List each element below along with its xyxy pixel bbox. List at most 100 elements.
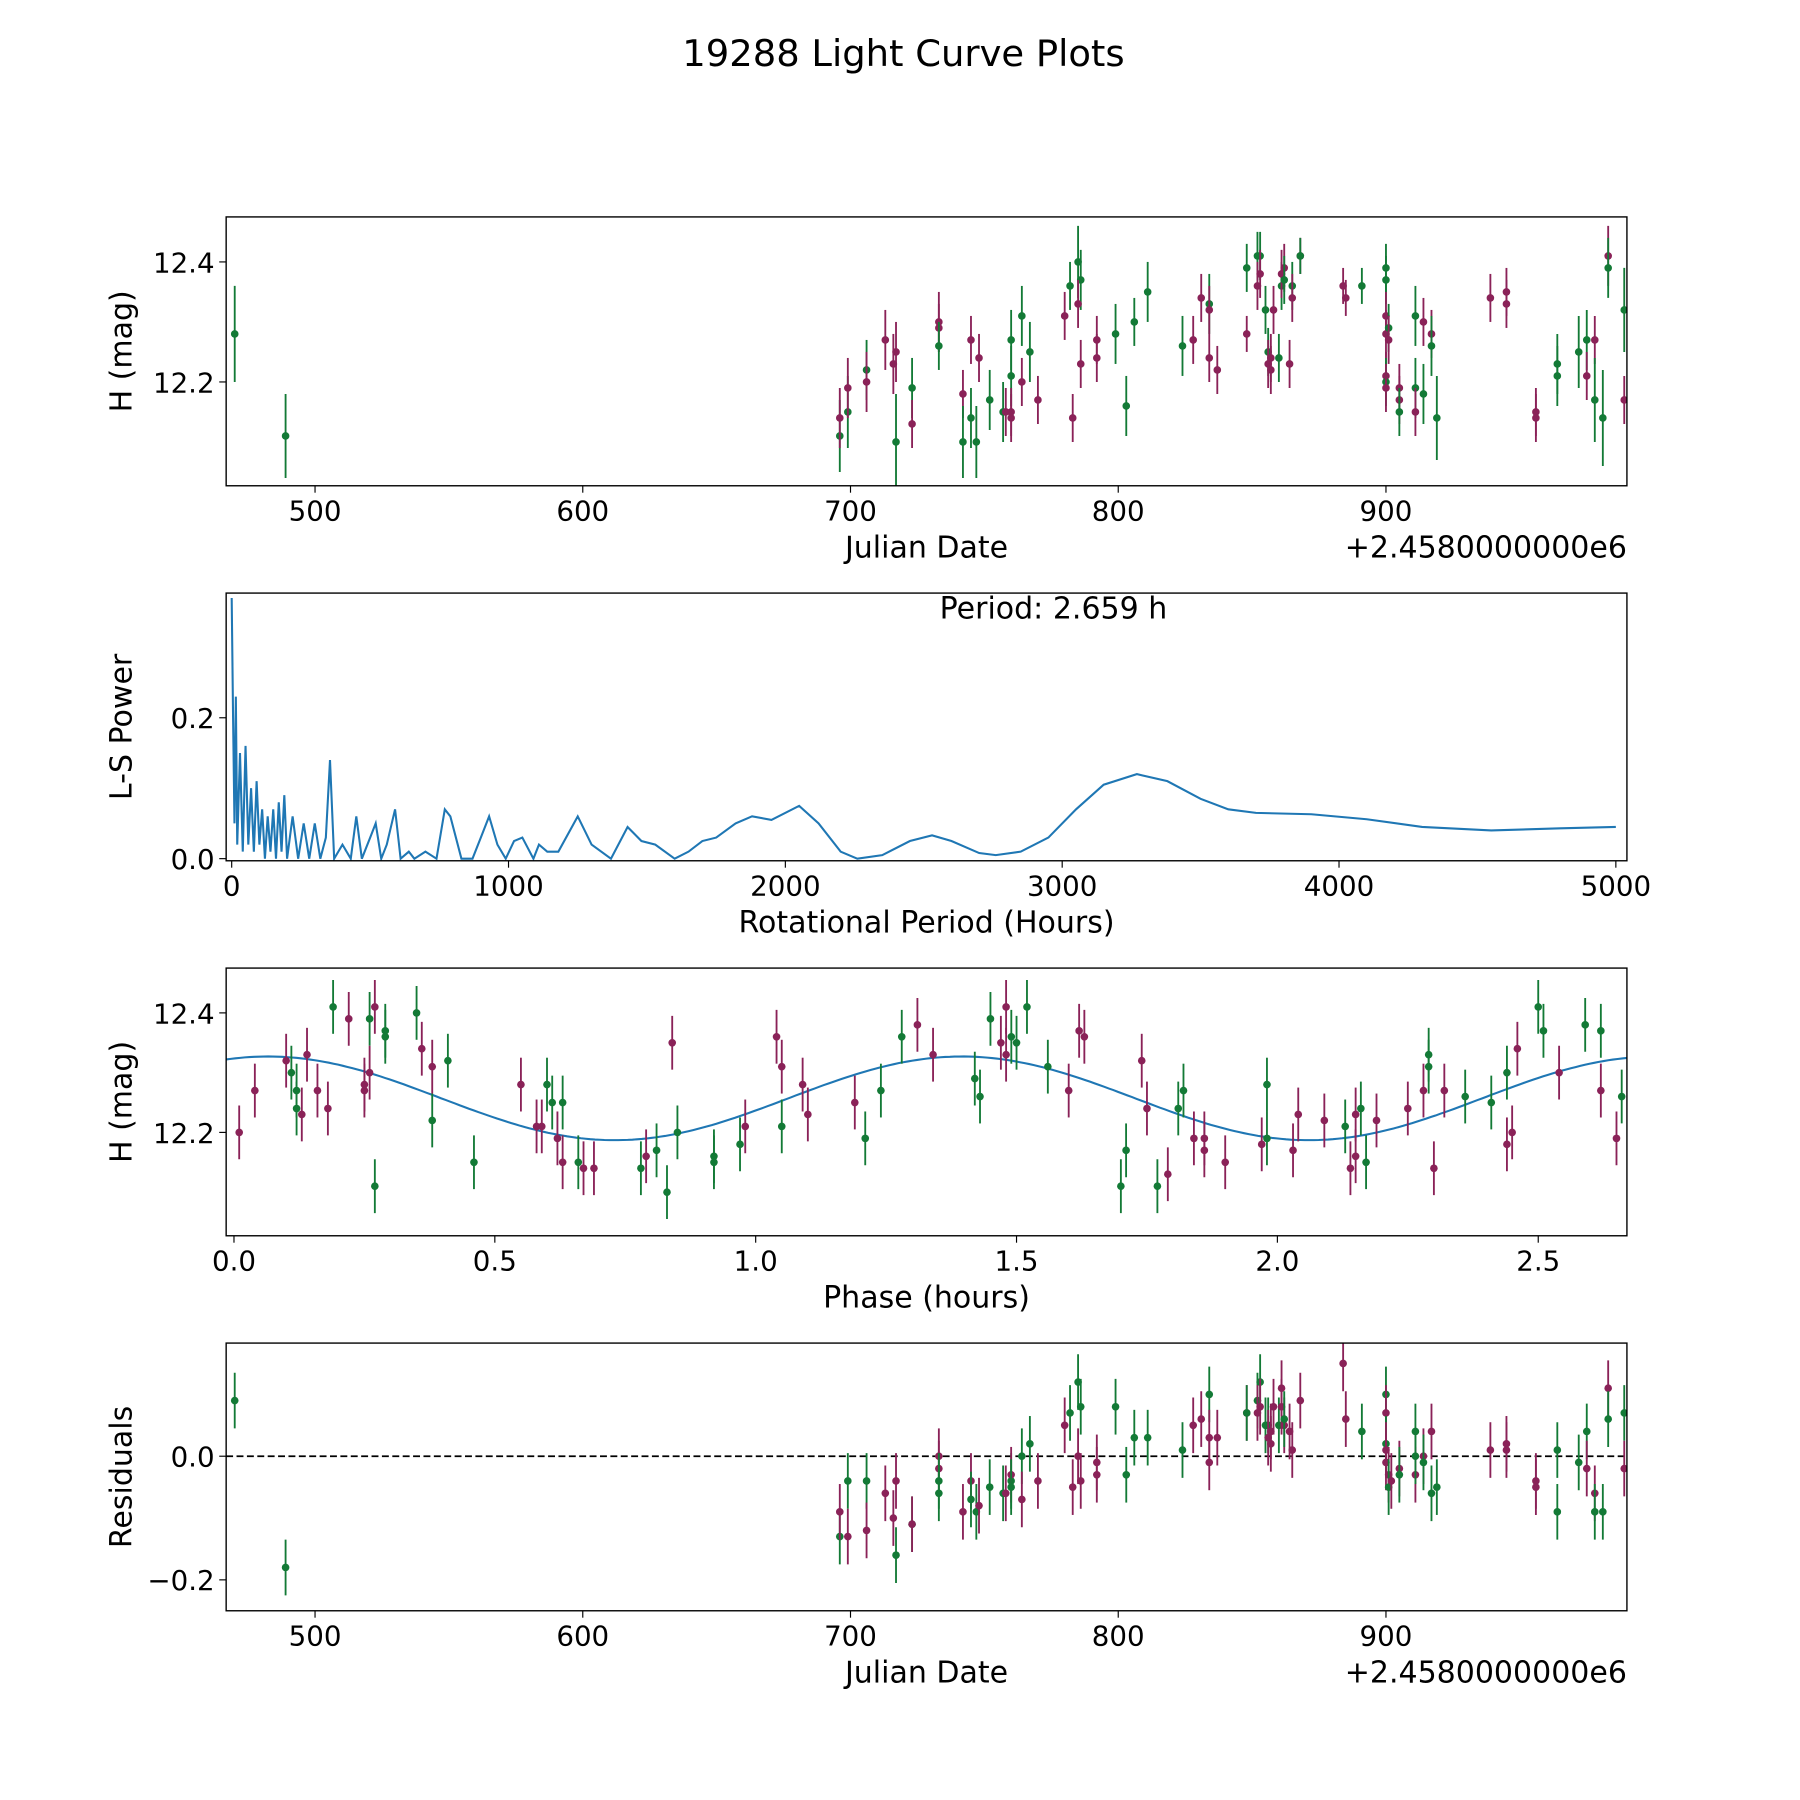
x-offset-label: +2.4580000000e6: [1345, 1655, 1627, 1690]
data-point: [1080, 1032, 1089, 1041]
data-point: [1532, 1483, 1540, 1491]
data-point: [1007, 1032, 1016, 1041]
data-point: [736, 1140, 744, 1149]
data-point: [1026, 348, 1034, 356]
data-point: [344, 1015, 353, 1023]
data-point: [881, 1489, 890, 1498]
y-axis-label: L-S Power: [105, 653, 140, 800]
data-point: [1174, 1104, 1183, 1113]
y-axis-label: H (mag): [105, 290, 140, 412]
data-point: [986, 1015, 995, 1023]
model-fit-curve: [226, 1055, 1627, 1142]
data-point: [1513, 1044, 1522, 1053]
data-point: [1189, 336, 1198, 344]
data-point: [251, 1086, 259, 1095]
x-tick-label: 3000: [1027, 869, 1097, 902]
data-point: [1285, 360, 1294, 368]
data-point: [1294, 1110, 1303, 1119]
data-point: [1044, 1062, 1052, 1071]
data-point: [1289, 1146, 1297, 1155]
data-point: [1502, 1446, 1511, 1454]
data-point: [1263, 1134, 1271, 1143]
data-point: [1034, 1477, 1042, 1485]
data-point: [877, 1086, 885, 1095]
data-point: [1341, 1415, 1350, 1423]
data-point: [976, 1092, 984, 1101]
data-point: [1280, 276, 1289, 284]
data-point: [970, 1074, 979, 1083]
data-point: [1532, 414, 1540, 422]
data-point: [324, 1104, 332, 1113]
data-point: [1263, 1080, 1271, 1089]
data-point: [1597, 1086, 1605, 1095]
data-point: [1604, 264, 1612, 272]
data-point: [230, 330, 239, 338]
x-axis-label: Julian Date: [843, 1655, 1008, 1690]
data-point: [1242, 1409, 1251, 1417]
data-point: [1339, 1359, 1347, 1368]
data-point: [1320, 1116, 1329, 1125]
data-point: [537, 1122, 546, 1131]
data-point: [1007, 336, 1015, 344]
data-point: [673, 1128, 682, 1137]
data-point: [844, 1532, 852, 1541]
data-point: [365, 1068, 374, 1077]
data-point: [1111, 330, 1120, 338]
data-point: [1419, 318, 1428, 326]
data-point: [967, 414, 975, 422]
data-point: [1599, 414, 1607, 422]
data-point: [281, 432, 290, 440]
data-point: [1503, 1140, 1511, 1149]
data-point: [1213, 366, 1222, 374]
x-offset-label: +2.4580000000e6: [1345, 530, 1627, 565]
data-point: [862, 1477, 871, 1485]
data-point: [1122, 402, 1131, 410]
y-tick-label: 12.4: [153, 997, 215, 1030]
data-point: [1508, 1128, 1516, 1137]
x-tick-label: 800: [1092, 494, 1145, 527]
data-point: [1612, 1134, 1621, 1143]
data-point: [1358, 282, 1366, 290]
x-tick-label: 1.5: [995, 1244, 1039, 1277]
x-tick-label: 700: [824, 494, 877, 527]
data-point: [1066, 1409, 1074, 1417]
data-point: [1093, 1470, 1101, 1479]
data-point: [574, 1158, 583, 1167]
data-point: [1574, 1458, 1583, 1467]
data-point: [1288, 294, 1297, 302]
data-point: [1018, 378, 1026, 386]
data-point: [470, 1158, 478, 1167]
y-tick-label: 0.0: [171, 843, 215, 876]
data-point: [663, 1188, 671, 1196]
data-point: [281, 1563, 290, 1572]
data-point: [1620, 306, 1627, 314]
plot-area: [226, 980, 1627, 1220]
y-axis-label: H (mag): [105, 1041, 140, 1163]
data-point: [1269, 306, 1278, 314]
data-point: [1411, 312, 1420, 320]
data-point: [1296, 252, 1305, 260]
data-point: [1341, 1122, 1350, 1131]
plot-area: [230, 225, 1627, 486]
data-point: [1075, 1027, 1083, 1035]
data-point: [929, 1050, 937, 1059]
data-point: [1384, 336, 1393, 344]
data-point: [1001, 408, 1010, 416]
data-point: [777, 1062, 786, 1071]
y-tick-label: 12.2: [153, 366, 215, 399]
data-point: [1068, 414, 1077, 422]
data-point: [1253, 282, 1262, 290]
data-point: [297, 1110, 306, 1119]
data-point: [1553, 1508, 1562, 1516]
data-point: [1419, 390, 1428, 398]
x-tick-label: 500: [289, 494, 342, 527]
data-point: [1197, 294, 1206, 302]
data-point: [303, 1050, 311, 1059]
data-point: [1419, 1458, 1428, 1467]
x-tick-label: 2.0: [1255, 1244, 1299, 1277]
residuals-panel: 500 600 700 800 900 −0.2 0.0 Julian Date Residua…: [105, 1342, 1628, 1690]
periodogram-panel: 0 1000 2000 3000 4000 5000 0.0 0.2 Rotational Pe…: [105, 591, 1652, 940]
data-point: [908, 384, 916, 392]
data-point: [1534, 1003, 1543, 1011]
data-point: [1117, 1182, 1125, 1190]
